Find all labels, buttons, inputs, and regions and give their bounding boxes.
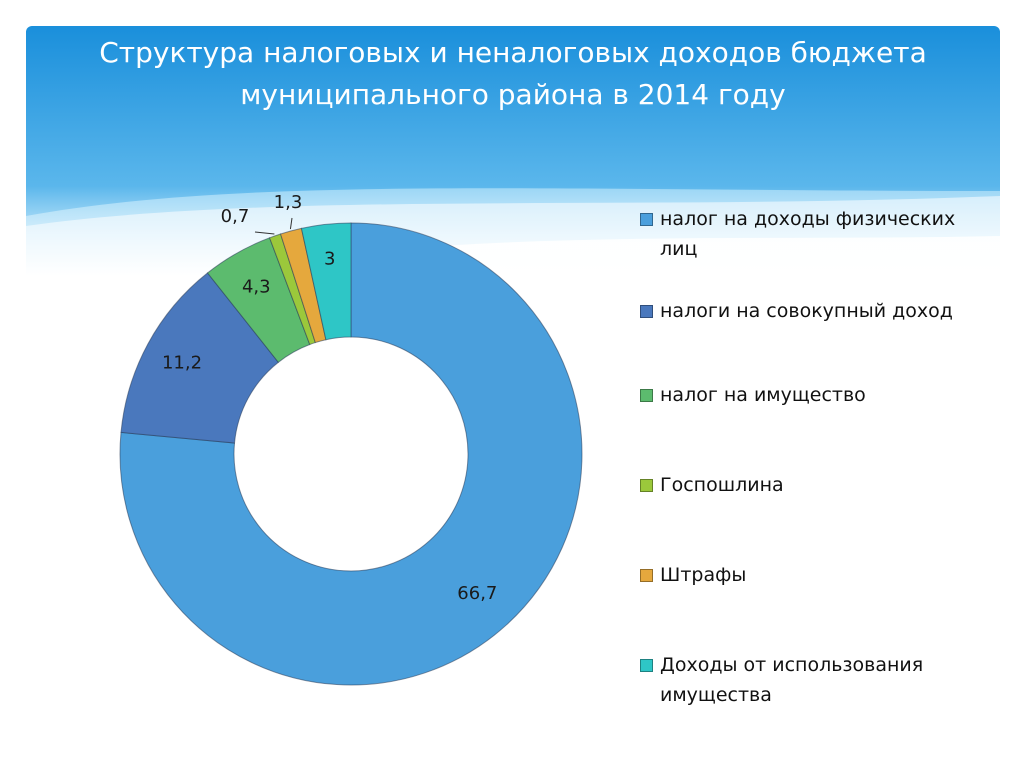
slide-title-line-1: Структура налоговых и неналоговых доходо…	[99, 36, 927, 69]
data-label-2: 11,2	[162, 352, 202, 373]
legend-item-2: налоги на совокупный доход	[640, 296, 985, 326]
legend-label: налог на доходы физических лиц	[660, 208, 956, 260]
slice-1	[119, 222, 583, 686]
data-label-5: 1,3	[274, 192, 303, 213]
data-label-3: 4,3	[242, 277, 271, 298]
slide-title-line-2: муниципального района в 2014 году	[240, 78, 786, 111]
legend-swatch	[640, 305, 653, 318]
legend-swatch	[640, 659, 653, 672]
legend-item-3: налог на имущество	[640, 380, 985, 410]
legend-label: налог на имущество	[660, 384, 866, 406]
legend-item-5: Штрафы	[640, 560, 985, 590]
legend-swatch	[640, 569, 653, 582]
slice-6	[300, 222, 352, 341]
data-label-6: 3	[324, 248, 335, 269]
legend-item-4: Госпошлина	[640, 470, 985, 500]
legend-label: Штрафы	[660, 564, 747, 586]
legend-swatch	[640, 479, 653, 492]
legend-item-6: Доходы от использования имущества	[640, 650, 985, 710]
slide-title: Структура налоговых и неналоговых доходо…	[26, 32, 1000, 116]
leader-line-5	[289, 217, 293, 230]
legend-swatch	[640, 213, 653, 226]
legend-swatch	[640, 389, 653, 402]
data-label-4: 0,7	[221, 206, 250, 227]
legend-label: налоги на совокупный доход	[660, 300, 953, 322]
legend-label: Доходы от использования имущества	[660, 654, 924, 706]
title-banner	[26, 26, 1000, 276]
legend-item-1: налог на доходы физических лиц	[640, 204, 985, 264]
leader-line-4	[254, 231, 275, 235]
data-label-1: 66,7	[457, 583, 497, 604]
legend-label: Госпошлина	[660, 474, 784, 496]
